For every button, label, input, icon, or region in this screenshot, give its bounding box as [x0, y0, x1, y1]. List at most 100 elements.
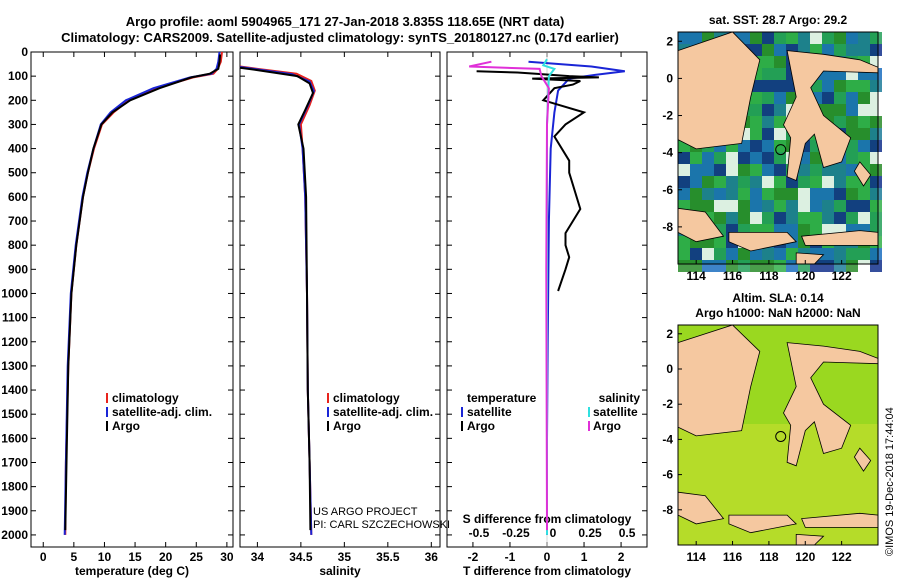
sst-map-frame: [677, 31, 879, 265]
depth-tick-label: 1300: [1, 359, 28, 373]
sst-cell: [726, 212, 738, 224]
sst-cell: [858, 212, 870, 224]
sst-cell: [702, 176, 714, 188]
sst-cell: [762, 128, 774, 140]
sst-cell: [786, 200, 798, 212]
depth-tick-label: 1100: [2, 311, 28, 325]
sst-cell: [846, 104, 858, 116]
depth-tick-label: 1000: [1, 286, 28, 300]
sst-cell: [714, 188, 726, 200]
sst-cell: [774, 140, 786, 152]
lat-tick-label: -6: [662, 183, 673, 197]
sst-cell: [786, 248, 798, 260]
sst-cell: [738, 164, 750, 176]
sst-map-title: sat. SST: 28.7 Argo: 29.2: [709, 13, 848, 27]
sst-cell: [846, 44, 858, 56]
sst-cell: [858, 80, 870, 92]
sst-cell: [678, 176, 690, 188]
sst-cell: [714, 164, 726, 176]
sst-cell: [762, 260, 774, 272]
sst-cell: [774, 104, 786, 116]
sst-cell: [762, 56, 774, 68]
sst-cell: [834, 44, 846, 56]
salinity-xtick-label: 34.5: [289, 550, 313, 564]
sst-cell: [678, 32, 690, 44]
sst-cell: [822, 248, 834, 260]
legend-label-argo: Argo: [333, 419, 361, 433]
difference-xtick-label: 0: [544, 550, 551, 564]
sst-cell: [678, 260, 690, 272]
sst-cell: [774, 260, 786, 272]
temperature-xtick-label: 25: [190, 550, 204, 564]
sst-cell: [690, 260, 702, 272]
temperature-series-climatology: [64, 51, 223, 535]
depth-tick-label: 800: [8, 238, 28, 252]
sst-cell: [690, 176, 702, 188]
sst-cell: [846, 152, 858, 164]
sst-cell: [846, 80, 858, 92]
difference-xlabel: T difference from climatology: [463, 564, 631, 578]
sst-cell: [834, 200, 846, 212]
sst-cell: [822, 212, 834, 224]
sst-cell: [762, 164, 774, 176]
sst-cell: [810, 176, 822, 188]
sst-cell: [846, 200, 858, 212]
sst-cell: [702, 152, 714, 164]
sst-cell: [810, 224, 822, 236]
imos-timestamp: ©IMOS 19-Dec-2018 17:44:04: [884, 407, 896, 556]
sst-cell: [858, 32, 870, 44]
sst-cell: [774, 80, 786, 92]
sst-cell: [750, 128, 762, 140]
sst-cell: [678, 236, 690, 248]
sst-cell: [822, 260, 834, 272]
sst-cell: [870, 176, 882, 188]
legend-label-s-argo: Argo: [593, 419, 621, 433]
sst-cell: [678, 152, 690, 164]
land-mass: [728, 231, 797, 252]
temperature-xtick-label: 20: [159, 550, 173, 564]
land-mass: [853, 447, 872, 472]
legend-label-climatology: climatology: [333, 391, 400, 405]
sst-cell: [774, 212, 786, 224]
sst-cell: [822, 92, 834, 104]
title-line-1: Argo profile: aoml 5904965_171 27-Jan-20…: [126, 14, 565, 29]
sst-cell: [762, 152, 774, 164]
sst-cell: [714, 236, 726, 248]
sst-cell: [762, 68, 774, 80]
sst-cell: [726, 260, 738, 272]
sst-cell: [798, 164, 810, 176]
sst-cell: [774, 188, 786, 200]
temperature-xtick-label: 5: [71, 550, 78, 564]
sst-cell: [834, 260, 846, 272]
sst-cell: [870, 260, 882, 272]
sst-cell: [870, 104, 882, 116]
lat-tick-label: 2: [666, 34, 673, 48]
land-mass: [728, 514, 798, 534]
depth-tick-label: 100: [8, 69, 28, 83]
sst-cell: [834, 32, 846, 44]
sst-cell: [690, 200, 702, 212]
sst-cell: [762, 44, 774, 56]
sst-cell: [738, 212, 750, 224]
sst-cell: [870, 92, 882, 104]
lat-tick-label: -2: [662, 397, 673, 411]
sst-cell: [774, 44, 786, 56]
sst-cell: [750, 188, 762, 200]
lon-tick-label: 116: [723, 269, 743, 283]
sst-cell: [762, 212, 774, 224]
sst-cell: [870, 164, 882, 176]
depth-tick-label: 1200: [1, 335, 28, 349]
depth-tick-label: 900: [8, 262, 28, 276]
sst-cell: [870, 152, 882, 164]
sst-map: sat. SST: 28.7 Argo: 29.2 114 116 118 120 122…: [662, 13, 882, 283]
depth-tick-label: 1600: [1, 431, 28, 445]
sst-cell: [738, 248, 750, 260]
sst-cell: [846, 92, 858, 104]
sst-cell: [870, 140, 882, 152]
sst-cell: [774, 152, 786, 164]
sst-cell: [678, 248, 690, 260]
difference-xtick-label: 2: [618, 550, 625, 564]
sst-cell: [750, 260, 762, 272]
sst-cell: [846, 116, 858, 128]
sst-cell: [690, 188, 702, 200]
